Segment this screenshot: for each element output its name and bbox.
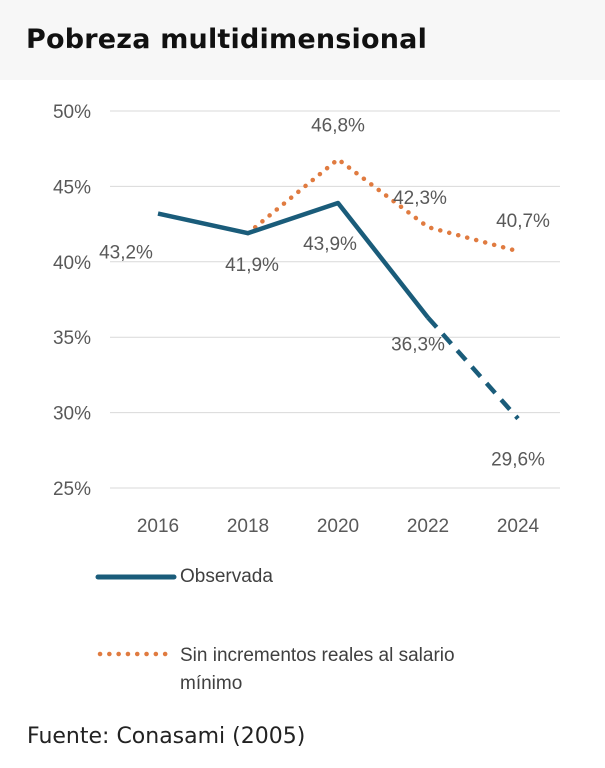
title-band bbox=[0, 0, 605, 80]
legend-label-sin-incrementos: Sin incrementos reales al salario mínimo bbox=[180, 642, 455, 698]
y-tick-label-40: 40% bbox=[53, 253, 91, 274]
data-label-sin-incrementos-2020: 46,8% bbox=[311, 115, 365, 136]
legend-swatch-sin-incrementos bbox=[97, 651, 177, 657]
y-tick-label-50: 50% bbox=[53, 102, 91, 123]
x-tick-label-2020: 2020 bbox=[317, 516, 359, 537]
data-label-observada-2020: 43,9% bbox=[303, 234, 357, 255]
y-tick-label-35: 35% bbox=[53, 328, 91, 349]
x-tick-label-2022: 2022 bbox=[407, 516, 449, 537]
y-tick-label-30: 30% bbox=[53, 404, 91, 425]
x-tick-label-2018: 2018 bbox=[227, 516, 269, 537]
x-tick-label-2016: 2016 bbox=[137, 516, 179, 537]
series-line-sin-incrementos bbox=[245, 157, 521, 254]
data-label-sin-incrementos-2024: 40,7% bbox=[496, 211, 550, 232]
series-line-observada-solid bbox=[157, 200, 430, 319]
series-line-observada-dashed bbox=[426, 316, 520, 421]
data-label-observada-2024: 29,6% bbox=[491, 450, 545, 471]
x-tick-label-2024: 2024 bbox=[497, 516, 540, 537]
legend-label-sin-incrementos-line1: Sin incrementos reales al salario bbox=[180, 645, 455, 666]
chart-title: Pobreza multidimensional bbox=[26, 24, 428, 55]
line-chart: 25% 30% 35% 40% 45% 50% 2016 2018 2020 2022 2024 43… bbox=[53, 102, 560, 537]
data-label-observada-2018: 41,9% bbox=[225, 255, 279, 276]
data-label-observada-2016: 43,2% bbox=[99, 243, 153, 264]
legend-item-observada: Observada bbox=[95, 566, 578, 590]
y-tick-label-25: 25% bbox=[53, 479, 91, 500]
legend-item-sin-incrementos: Sin incrementos reales al salario mínimo bbox=[97, 642, 578, 698]
y-tick-label-45: 45% bbox=[53, 177, 91, 198]
source-note: Fuente: Conasami (2005) bbox=[27, 724, 306, 749]
legend-label-sin-incrementos-line2: mínimo bbox=[180, 673, 243, 694]
legend-label-observada: Observada bbox=[180, 566, 273, 587]
data-label-observada-2022: 36,3% bbox=[391, 335, 445, 356]
data-label-sin-incrementos-2022: 42,3% bbox=[393, 188, 447, 209]
legend-swatch-observada bbox=[95, 574, 177, 580]
